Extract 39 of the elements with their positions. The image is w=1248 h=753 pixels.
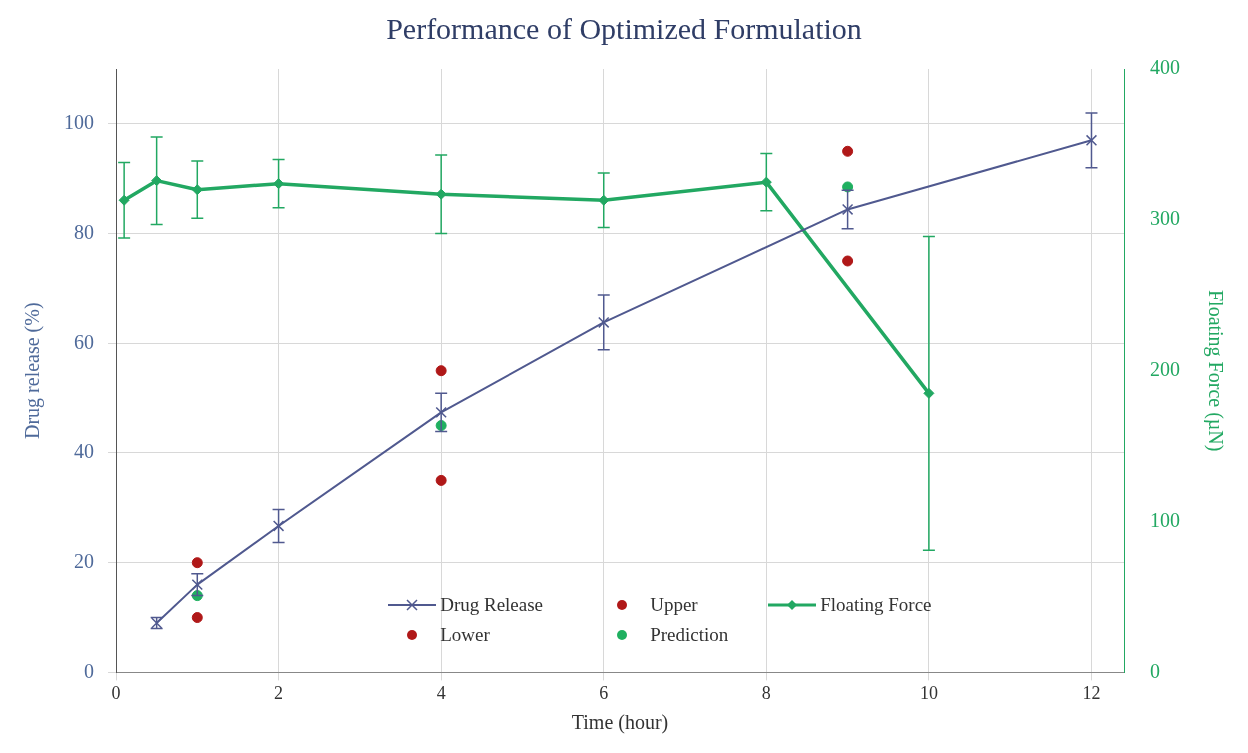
legend-label: Drug Release <box>440 594 544 617</box>
y2-tick-label: 400 <box>1150 56 1180 79</box>
point <box>272 520 285 532</box>
x-tick-label: 12 <box>1082 682 1101 703</box>
point <box>191 557 203 569</box>
chart-title: Performance of Optimized Formulation <box>386 11 862 45</box>
point <box>435 406 447 419</box>
x-tick-label: 0 <box>111 682 121 703</box>
y2-tick-label: 0 <box>1150 659 1160 682</box>
x-tick-label: 4 <box>436 682 446 703</box>
legend-label: Upper <box>650 594 698 617</box>
y-tick-label: 60 <box>74 330 94 353</box>
y-tick-label: 100 <box>64 111 94 134</box>
x-tick-label: 6 <box>599 682 609 703</box>
y-axis-title: Drug release (%) <box>21 302 45 439</box>
point <box>1085 134 1098 147</box>
point <box>598 316 610 329</box>
point <box>435 365 447 377</box>
y-tick-label: 0 <box>84 659 94 682</box>
y2-tick-label: 200 <box>1150 357 1180 380</box>
y-tick-label: 80 <box>74 220 94 243</box>
legend-label: Prediction <box>650 624 729 647</box>
point <box>841 203 854 216</box>
point <box>842 255 854 267</box>
x-axis-title: Time (hour) <box>571 711 669 735</box>
legend-label: Floating Force <box>820 594 932 617</box>
y2-axis-title: Floating Force (µN) <box>1203 289 1227 452</box>
x-tick-label: 2 <box>274 682 284 703</box>
y2-tick-label: 100 <box>1150 508 1180 531</box>
legend-label: Lower <box>440 624 490 647</box>
x-tick-label: 8 <box>761 682 771 703</box>
point <box>191 578 203 591</box>
y2-tick-label: 300 <box>1150 207 1180 230</box>
point <box>191 612 203 624</box>
point <box>435 474 447 486</box>
x-tick-label: 10 <box>919 682 938 703</box>
y-tick-label: 20 <box>74 549 94 572</box>
y-tick-label: 40 <box>74 440 94 463</box>
point <box>842 145 854 157</box>
